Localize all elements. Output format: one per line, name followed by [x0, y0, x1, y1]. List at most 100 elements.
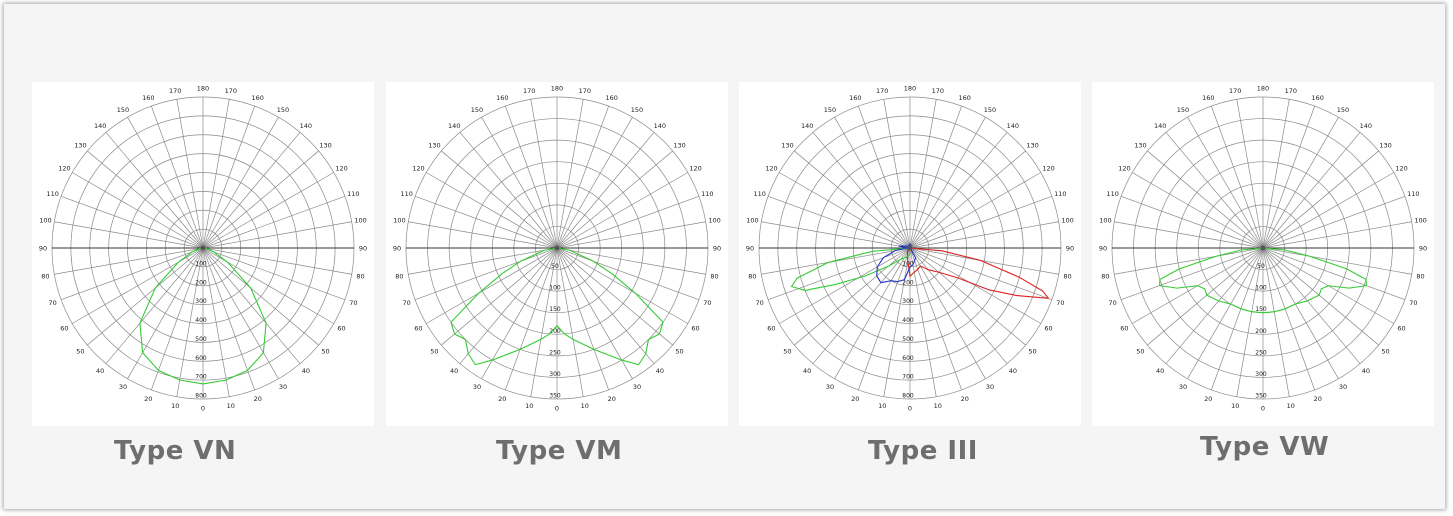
angle-tick-label: 20: [851, 395, 859, 403]
grid-spoke: [1262, 105, 1315, 249]
grid-spoke: [556, 99, 584, 249]
angle-tick-label: 100: [1061, 217, 1073, 225]
angle-tick-label: 130: [319, 142, 331, 150]
radial-tick-label: 200: [195, 279, 207, 286]
radial-tick-label: 300: [1255, 371, 1267, 378]
angle-tick-label: 10: [878, 402, 886, 410]
angle-tick-label: 140: [801, 122, 813, 130]
angle-tick-label: 170: [225, 87, 237, 95]
angle-tick-label: 0: [201, 405, 205, 413]
grid-spoke: [202, 247, 230, 397]
grid-spoke: [812, 132, 911, 249]
grid-spoke: [909, 172, 1041, 249]
angle-tick-label: 50: [1381, 347, 1389, 355]
grid-spoke: [909, 196, 1053, 249]
angle-tick-label: 130: [74, 142, 86, 150]
angle-tick-label: 50: [321, 347, 329, 355]
grid-spoke: [1262, 247, 1339, 379]
angle-tick-label: 90: [746, 245, 754, 253]
grid-spoke: [767, 196, 911, 249]
grid-spoke: [441, 150, 558, 249]
angle-tick-label: 50: [76, 347, 84, 355]
angle-tick-label: 100: [39, 217, 51, 225]
angle-tick-label: 20: [144, 395, 152, 403]
series-line-1: [790, 247, 911, 291]
caption-type-iii: Type III: [868, 436, 978, 466]
angle-tick-label: 140: [1154, 122, 1166, 130]
grid-spoke: [60, 247, 204, 300]
angle-tick-label: 80: [1101, 272, 1109, 280]
grid-spoke: [105, 247, 204, 364]
radial-tick-label: 250: [1255, 349, 1267, 356]
grid-spoke: [151, 247, 204, 391]
angle-tick-label: 90: [713, 245, 721, 253]
grid-spoke: [1114, 247, 1264, 275]
angle-tick-label: 140: [448, 122, 460, 130]
angle-tick-label: 70: [403, 299, 411, 307]
angle-tick-label: 40: [1156, 367, 1164, 375]
grid-spoke: [858, 247, 911, 391]
angle-tick-label: 90: [359, 245, 367, 253]
grid-spoke: [909, 247, 986, 379]
chart-panel-vm: 0 10 10 20 20 30 30 40 40 50 50 60 60 70 70 80 80 90 90 100…: [386, 82, 728, 426]
grid-spoke: [556, 247, 706, 275]
grid-spoke: [1211, 247, 1264, 391]
grid-spoke: [176, 247, 204, 397]
grid-spoke: [1262, 247, 1361, 364]
angle-tick-label: 120: [765, 165, 777, 173]
grid-spoke: [481, 117, 558, 249]
angle-tick-label: 100: [393, 217, 405, 225]
grid-spoke: [481, 247, 558, 379]
polar-chart-vm: 0 10 10 20 20 30 30 40 40 50 50 60 60 70 70 80 80 90 90 100…: [393, 85, 721, 413]
grid-spoke: [1187, 247, 1264, 379]
angle-tick-label: 10: [171, 402, 179, 410]
angle-tick-label: 160: [959, 94, 971, 102]
grid-spoke: [858, 105, 911, 249]
angle-tick-label: 90: [393, 245, 401, 253]
grid-spoke: [202, 196, 346, 249]
angle-tick-label: 130: [781, 142, 793, 150]
angle-tick-label: 160: [1312, 94, 1324, 102]
grid-spoke: [1120, 247, 1264, 300]
angle-tick-label: 30: [1339, 383, 1347, 391]
radial-tick-label: 300: [549, 371, 561, 378]
grid-spoke: [426, 172, 558, 249]
grid-spoke: [1165, 247, 1264, 364]
angle-tick-label: 110: [701, 190, 713, 198]
grid-spoke: [556, 247, 633, 379]
radial-tick-label: 200: [1255, 328, 1267, 335]
grid-spoke: [834, 117, 911, 249]
angle-tick-label: 50: [1028, 347, 1036, 355]
grid-spoke: [909, 247, 1008, 364]
grid-spoke: [202, 105, 255, 249]
angle-tick-label: 120: [335, 165, 347, 173]
angle-tick-label: 150: [824, 106, 836, 114]
grid-spoke: [127, 247, 204, 379]
grid-spoke: [459, 247, 558, 364]
angle-tick-label: 100: [1099, 217, 1111, 225]
angle-tick-label: 50: [675, 347, 683, 355]
grid-spoke: [505, 105, 558, 249]
angle-tick-label: 160: [496, 94, 508, 102]
angle-tick-label: 50: [430, 347, 438, 355]
angle-tick-label: 20: [1204, 395, 1212, 403]
angle-tick-label: 90: [1066, 245, 1074, 253]
angle-tick-label: 170: [876, 87, 888, 95]
series-line-0: [450, 247, 664, 366]
angle-tick-label: 140: [1007, 122, 1019, 130]
angle-tick-label: 180: [904, 85, 916, 93]
angle-tick-label: 170: [1285, 87, 1297, 95]
grid-spoke: [794, 247, 911, 346]
angle-tick-label: 150: [631, 106, 643, 114]
angle-tick-label: 120: [689, 165, 701, 173]
radial-tick-label: 300: [902, 298, 914, 305]
grid-spoke: [556, 221, 706, 249]
angle-tick-label: 150: [984, 106, 996, 114]
chart-panel-iii: 0 10 10 20 20 30 30 40 40 50 50 60 60 70 70 80 80 90 90 100…: [739, 82, 1081, 426]
angle-tick-label: 40: [803, 367, 811, 375]
grid-spoke: [909, 99, 937, 249]
grid-spoke: [151, 105, 204, 249]
caption-type-vw: Type VW: [1200, 432, 1330, 462]
angle-tick-label: 30: [119, 383, 127, 391]
chart-panel-vw: 0 10 10 20 20 30 30 40 40 50 50 60 60 70 70 80 80 90 90 100…: [1092, 82, 1434, 426]
